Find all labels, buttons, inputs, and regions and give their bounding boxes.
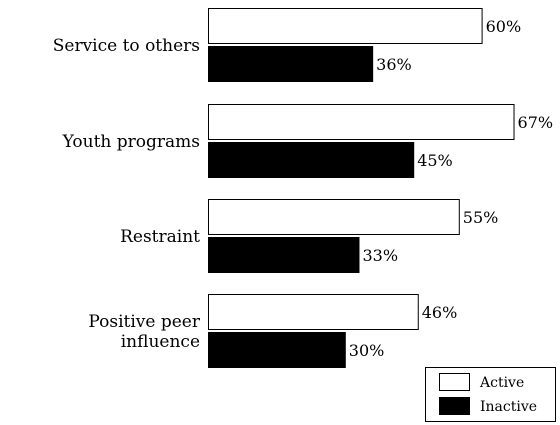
legend-label-inactive: Inactive — [480, 399, 537, 415]
category-label: Positive peer — [88, 312, 200, 332]
active-bar — [208, 294, 419, 330]
inactive-bar — [208, 237, 360, 273]
inactive-bar — [208, 46, 374, 82]
legend-swatch-active — [439, 373, 470, 391]
active-bar — [208, 199, 460, 235]
active-value-label: 46% — [422, 303, 458, 322]
active-value-label: 60% — [486, 17, 522, 36]
inactive-value-label: 36% — [376, 55, 412, 74]
legend-label-active: Active — [479, 375, 524, 391]
inactive-value-label: 30% — [349, 341, 385, 360]
active-value-label: 55% — [463, 208, 499, 227]
category-label: Restraint — [120, 227, 200, 247]
inactive-bar — [208, 332, 346, 368]
active-bar — [208, 8, 483, 44]
category-label: Service to others — [53, 36, 200, 56]
active-bar — [208, 104, 515, 140]
inactive-value-label: 33% — [362, 246, 398, 265]
active-value-label: 67% — [518, 113, 554, 132]
category-label: influence — [121, 332, 200, 352]
inactive-bar — [208, 142, 415, 178]
inactive-value-label: 45% — [417, 151, 453, 170]
legend-swatch-inactive — [439, 397, 470, 415]
category-label: Youth programs — [62, 132, 200, 152]
